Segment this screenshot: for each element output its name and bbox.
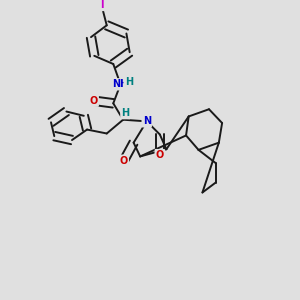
Text: O: O xyxy=(156,150,164,160)
Text: N: N xyxy=(143,116,151,126)
Text: H: H xyxy=(124,77,133,87)
Text: NH: NH xyxy=(112,79,129,89)
Text: I: I xyxy=(100,0,103,10)
Text: H: H xyxy=(122,108,130,118)
Text: O: O xyxy=(89,96,98,106)
Text: O: O xyxy=(120,156,128,166)
